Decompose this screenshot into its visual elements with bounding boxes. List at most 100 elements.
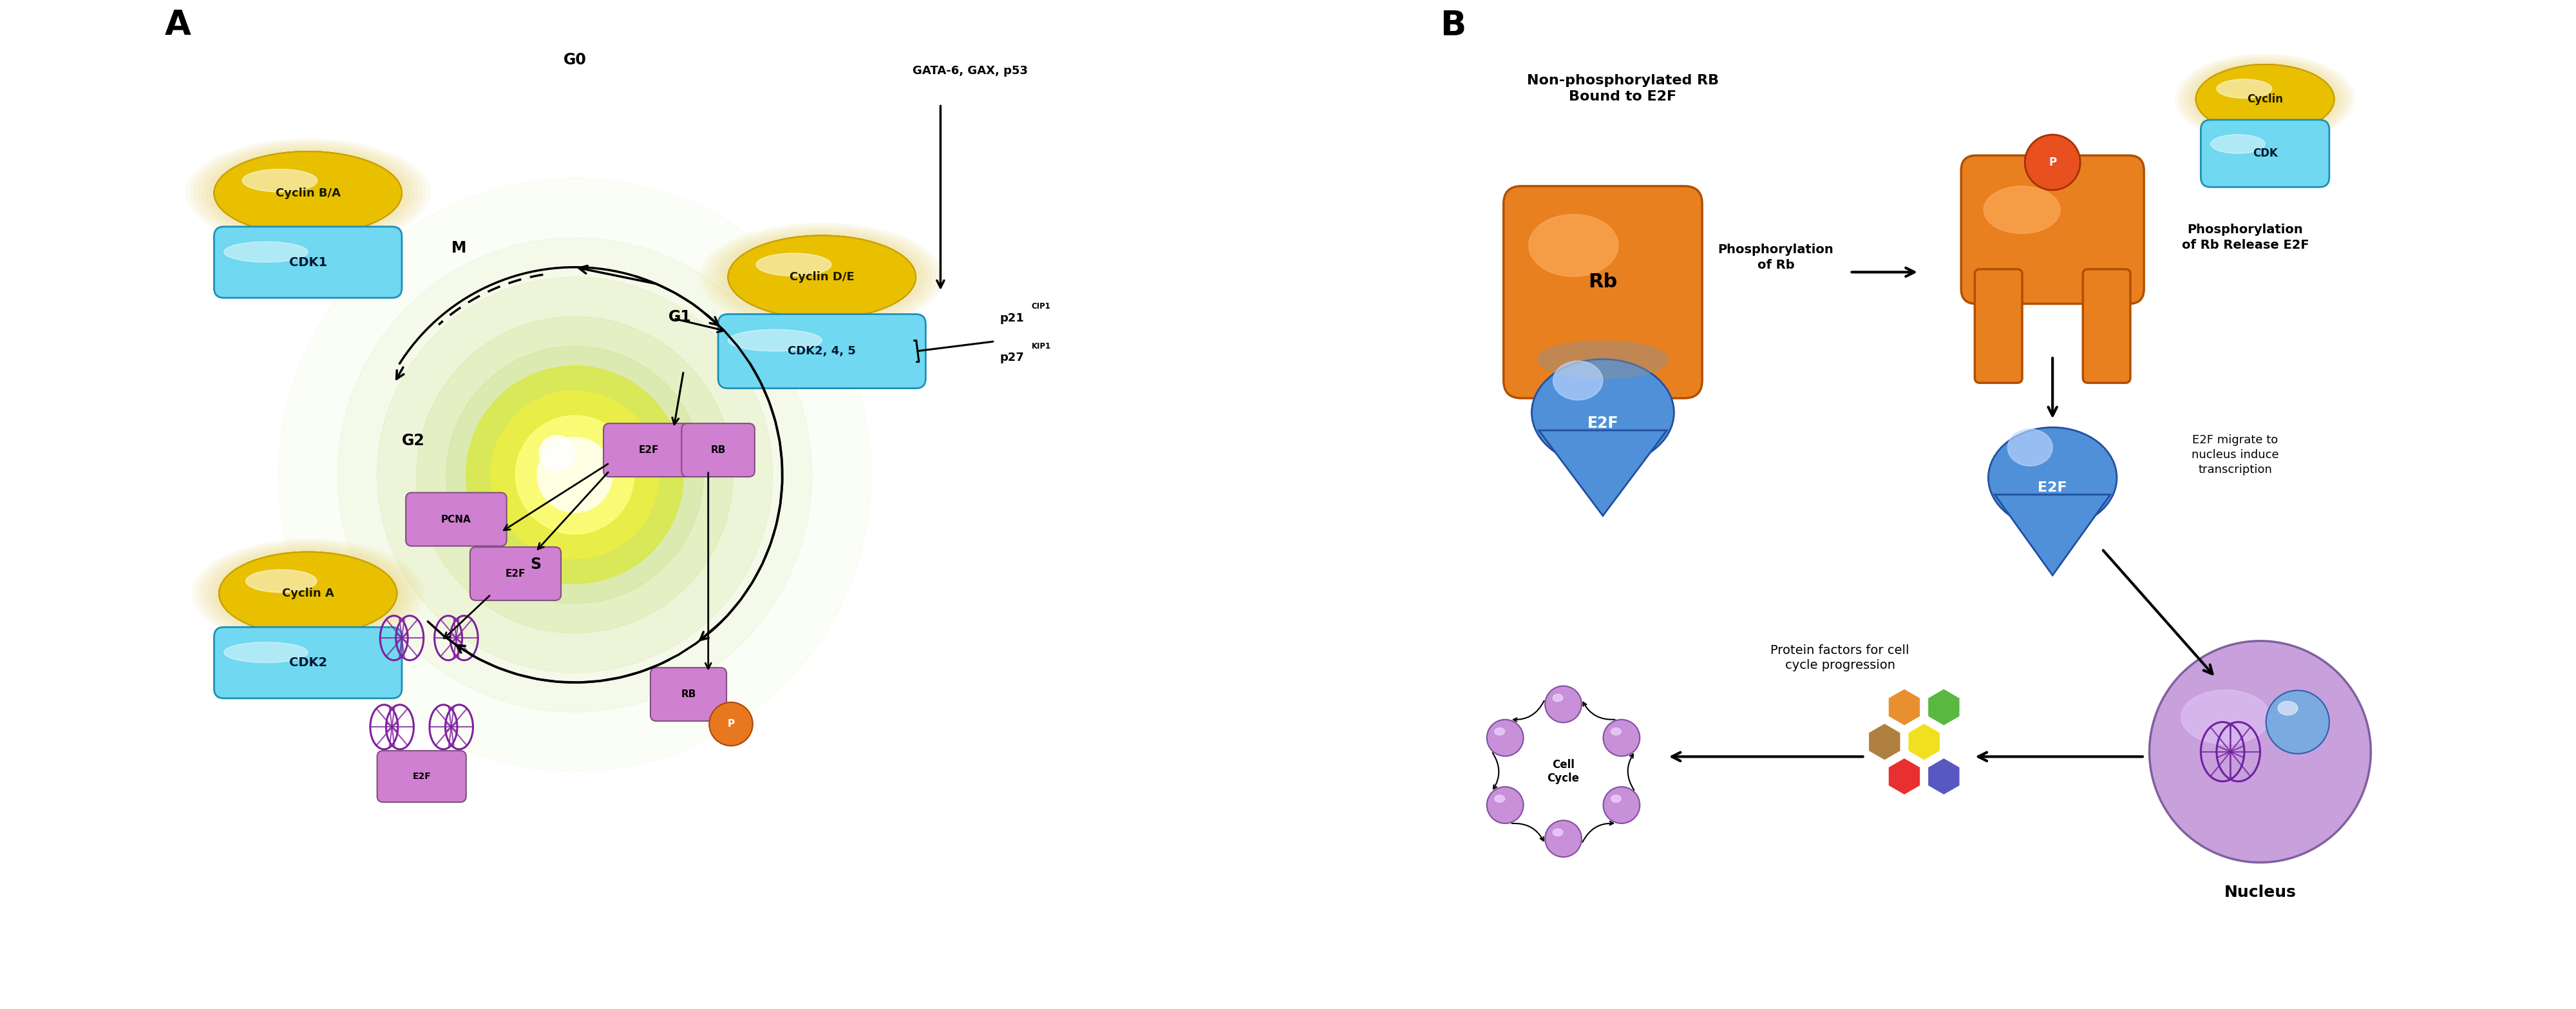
Ellipse shape xyxy=(1538,341,1669,378)
Circle shape xyxy=(1486,787,1522,823)
Text: CDK: CDK xyxy=(2251,147,2277,159)
Ellipse shape xyxy=(1553,828,1564,836)
Text: Cyclin D/E: Cyclin D/E xyxy=(788,271,855,283)
Ellipse shape xyxy=(201,146,415,240)
Text: Cell
Cycle: Cell Cycle xyxy=(1548,759,1579,784)
Text: M: M xyxy=(451,240,466,255)
Circle shape xyxy=(466,366,683,583)
Text: p21: p21 xyxy=(999,313,1025,324)
Text: CDK1: CDK1 xyxy=(289,256,327,268)
Ellipse shape xyxy=(198,144,417,242)
Ellipse shape xyxy=(2195,65,2334,134)
Text: RB: RB xyxy=(680,689,696,699)
Text: p27: p27 xyxy=(999,352,1025,363)
Ellipse shape xyxy=(214,151,402,234)
Text: Rb: Rb xyxy=(1589,272,1618,292)
Ellipse shape xyxy=(711,228,933,326)
Text: Cyclin: Cyclin xyxy=(2246,93,2282,105)
Circle shape xyxy=(376,277,773,673)
Circle shape xyxy=(1546,686,1582,722)
Circle shape xyxy=(446,346,703,603)
FancyBboxPatch shape xyxy=(1504,186,1703,399)
Ellipse shape xyxy=(2190,62,2339,136)
Ellipse shape xyxy=(729,235,917,319)
FancyBboxPatch shape xyxy=(649,668,726,721)
Ellipse shape xyxy=(729,235,917,319)
Ellipse shape xyxy=(708,227,935,328)
Ellipse shape xyxy=(224,242,309,262)
Ellipse shape xyxy=(206,148,410,238)
Circle shape xyxy=(515,416,634,534)
FancyBboxPatch shape xyxy=(1976,269,2022,382)
Ellipse shape xyxy=(185,139,430,247)
Ellipse shape xyxy=(1984,186,2061,233)
Ellipse shape xyxy=(701,223,943,331)
Text: CIP1: CIP1 xyxy=(1030,303,1051,311)
Ellipse shape xyxy=(2215,79,2272,98)
Text: Cyclin A: Cyclin A xyxy=(281,587,335,599)
Ellipse shape xyxy=(214,151,402,234)
Ellipse shape xyxy=(2007,429,2053,466)
Text: G1: G1 xyxy=(670,310,693,325)
Ellipse shape xyxy=(193,142,422,243)
FancyBboxPatch shape xyxy=(2084,269,2130,382)
Text: CDK2, 4, 5: CDK2, 4, 5 xyxy=(788,345,855,357)
Ellipse shape xyxy=(1989,428,2117,529)
Text: G0: G0 xyxy=(564,52,587,68)
FancyBboxPatch shape xyxy=(376,751,466,802)
Ellipse shape xyxy=(193,540,422,648)
FancyBboxPatch shape xyxy=(719,314,925,388)
Circle shape xyxy=(538,435,574,471)
Ellipse shape xyxy=(757,253,832,276)
Text: Nucleus: Nucleus xyxy=(2223,884,2295,900)
Text: KIP1: KIP1 xyxy=(1030,342,1051,350)
Text: A: A xyxy=(165,8,191,42)
Circle shape xyxy=(492,390,659,559)
FancyBboxPatch shape xyxy=(683,424,755,477)
Ellipse shape xyxy=(2195,65,2334,134)
Text: E2F: E2F xyxy=(505,569,526,578)
Ellipse shape xyxy=(1494,727,1504,736)
Text: P: P xyxy=(726,719,734,728)
Circle shape xyxy=(2025,134,2081,190)
Ellipse shape xyxy=(729,235,917,319)
Ellipse shape xyxy=(1610,795,1620,802)
Ellipse shape xyxy=(2184,59,2347,139)
Ellipse shape xyxy=(219,552,397,635)
Ellipse shape xyxy=(2277,701,2298,715)
Circle shape xyxy=(2148,641,2370,863)
Text: G2: G2 xyxy=(402,433,425,448)
Text: Cyclin B/A: Cyclin B/A xyxy=(276,188,340,199)
Ellipse shape xyxy=(719,232,925,322)
Ellipse shape xyxy=(2187,60,2344,138)
FancyBboxPatch shape xyxy=(469,547,562,600)
Text: GATA-6, GAX, p53: GATA-6, GAX, p53 xyxy=(912,66,1028,77)
Ellipse shape xyxy=(214,151,402,234)
Ellipse shape xyxy=(1528,214,1618,276)
FancyBboxPatch shape xyxy=(603,424,696,477)
Polygon shape xyxy=(1538,430,1667,516)
Text: P: P xyxy=(2048,156,2056,169)
Ellipse shape xyxy=(2182,690,2269,745)
Text: E2F: E2F xyxy=(412,772,430,781)
Text: S: S xyxy=(531,557,541,572)
Ellipse shape xyxy=(214,151,402,234)
Ellipse shape xyxy=(245,570,317,592)
FancyBboxPatch shape xyxy=(2200,120,2329,187)
Circle shape xyxy=(708,702,752,746)
Ellipse shape xyxy=(1494,795,1504,802)
Ellipse shape xyxy=(219,552,397,635)
Ellipse shape xyxy=(729,330,822,351)
Ellipse shape xyxy=(209,547,410,641)
Ellipse shape xyxy=(191,141,425,245)
Ellipse shape xyxy=(716,230,927,324)
FancyBboxPatch shape xyxy=(214,227,402,298)
Circle shape xyxy=(2267,690,2329,754)
Ellipse shape xyxy=(2195,65,2334,134)
Text: RB: RB xyxy=(711,445,726,455)
Text: E2F: E2F xyxy=(639,445,659,455)
Ellipse shape xyxy=(224,642,309,663)
Ellipse shape xyxy=(703,225,940,329)
Circle shape xyxy=(1486,719,1522,756)
Text: CDK2: CDK2 xyxy=(289,657,327,669)
